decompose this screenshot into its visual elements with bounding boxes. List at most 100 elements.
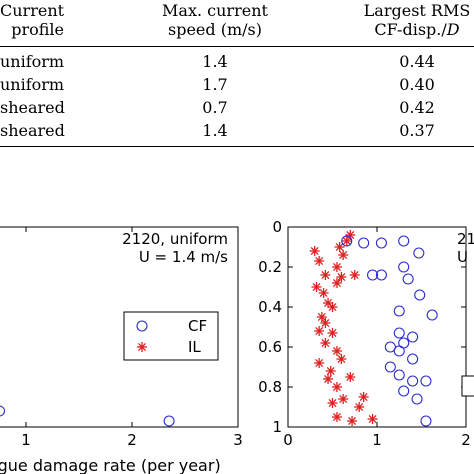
right-cf-point-16 — [393, 345, 405, 357]
right-y-tick-label-1: 1 — [272, 418, 282, 436]
right-cf-point-17 — [407, 353, 419, 365]
header-speed-line2: speed (m/s) — [168, 20, 262, 39]
right-annotation-line2: U = 1.7 m/s — [457, 248, 474, 266]
row-4-profile: sheared — [0, 121, 65, 140]
left-x-axis-label: Fatigue damage rate (per year) — [0, 456, 221, 474]
right-il-point-33 — [367, 414, 378, 424]
left-x-tick-label-2: 2 — [127, 431, 137, 449]
right-y-tick-label-0.6: 0.6 — [258, 338, 282, 356]
right-plot-frame — [287, 226, 467, 428]
right-il-point-25 — [345, 372, 356, 382]
right-cf-point-15 — [384, 341, 396, 353]
left-x-tick-label-3: 3 — [233, 431, 243, 449]
right-il-point-2 — [334, 242, 345, 252]
right-cf-point-23 — [411, 393, 423, 405]
right-x-tick-label-0: 0 — [283, 431, 293, 449]
header-rms-line2-text: CF-disp./D — [374, 20, 460, 39]
right-cf-point-2 — [375, 237, 388, 249]
row-2-speed: 1.7 — [202, 75, 228, 94]
right-cf-point-22 — [398, 385, 410, 397]
left-plot-frame — [0, 226, 239, 428]
row-3-rms: 0.42 — [399, 98, 435, 117]
row-1-rms: 0.44 — [399, 52, 435, 71]
right-il-point-29 — [327, 398, 338, 408]
left-annotation-line1: 2120, uniform — [122, 230, 228, 248]
right-il-point-5 — [314, 256, 325, 266]
row-2-rms: 0.40 — [399, 75, 435, 94]
right-x-tick-label-2: 2 — [461, 431, 471, 449]
right-il-point-27 — [338, 394, 349, 404]
row-3-speed: 0.7 — [202, 98, 228, 117]
right-il-point-14 — [327, 302, 338, 312]
right-y-tick-label-0.4: 0.4 — [258, 298, 282, 316]
right-il-point-6 — [331, 262, 342, 272]
table-header-rule — [0, 46, 474, 47]
right-il-point-23 — [325, 366, 336, 376]
right-annotation-line1: 2120, uniform — [457, 230, 474, 248]
row-3-profile: sheared — [0, 98, 65, 117]
right-data-points — [309, 230, 438, 427]
right-x-tick-label-1: 1 — [372, 431, 382, 449]
right-cf-point-13 — [407, 331, 419, 343]
right-il-point-12 — [318, 288, 329, 298]
right-y-tick-label-0: 0 — [272, 218, 282, 236]
right-il-point-16 — [320, 318, 331, 328]
right-cf-point-0 — [341, 235, 353, 247]
left-legend-il-label: IL — [188, 338, 201, 356]
table-bottom-rule — [0, 146, 474, 147]
right-cf-point-7 — [375, 269, 388, 281]
right-cf-point-12 — [393, 327, 405, 339]
right-cf-point-4 — [413, 247, 425, 259]
results-table: Current profile Max. current speed (m/s)… — [0, 0, 474, 160]
left-annotation-line2: U = 1.4 m/s — [139, 248, 228, 266]
left-x-tick-label-1: 1 — [21, 431, 31, 449]
right-il-point-20 — [331, 346, 342, 356]
right-cf-point-3 — [398, 235, 410, 247]
left-legend-cf-marker — [136, 320, 148, 332]
header-speed-line1: Max. current — [162, 1, 268, 20]
right-il-point-21 — [336, 354, 347, 364]
row-1-speed: 1.4 — [202, 52, 228, 71]
right-legend-box — [461, 375, 474, 397]
right-il-point-9 — [331, 278, 342, 288]
right-il-point-32 — [347, 416, 358, 426]
right-il-point-22 — [314, 358, 325, 368]
right-il-point-3 — [338, 250, 349, 260]
right-cf-point-1 — [358, 237, 370, 249]
left-legend-cf-label: CF — [188, 317, 207, 335]
right-il-point-26 — [331, 382, 342, 392]
header-rms-diameter-symbol: D — [446, 20, 460, 39]
right-cf-point-6 — [366, 269, 379, 281]
right-cf-point-9 — [414, 289, 426, 301]
right-il-point-7 — [320, 270, 331, 280]
right-il-point-15 — [316, 312, 327, 322]
row-2-profile: uniform — [0, 75, 65, 94]
right-cf-point-19 — [393, 369, 405, 381]
right-il-point-10 — [349, 270, 360, 280]
right-cf-point-18 — [384, 361, 396, 373]
left-cf-point-19 — [0, 405, 6, 417]
left-cf-point-20 — [163, 415, 175, 427]
right-il-point-17 — [314, 326, 325, 336]
left-data-points — [0, 405, 175, 427]
header-profile-line1: Current — [0, 1, 65, 20]
right-il-point-11 — [311, 282, 322, 292]
right-il-point-19 — [320, 338, 331, 348]
right-il-point-8 — [336, 272, 347, 282]
right-il-point-1 — [345, 230, 356, 240]
right-il-point-30 — [354, 402, 365, 412]
header-rms-line1: Largest RMS — [363, 1, 471, 20]
row-4-rms: 0.37 — [399, 121, 435, 140]
right-y-tick-label-0.8: 0.8 — [258, 378, 282, 396]
right-il-point-4 — [309, 246, 320, 256]
row-1-profile: uniform — [0, 52, 65, 71]
row-4-speed: 1.4 — [202, 121, 228, 140]
left-legend-box — [123, 311, 219, 361]
right-cf-point-21 — [420, 375, 432, 387]
left-legend-il-marker — [137, 342, 147, 352]
right-cf-point-8 — [402, 273, 414, 285]
right-il-point-24 — [323, 374, 334, 384]
right-cf-point-10 — [426, 309, 438, 321]
right-cf-point-5 — [398, 261, 410, 273]
